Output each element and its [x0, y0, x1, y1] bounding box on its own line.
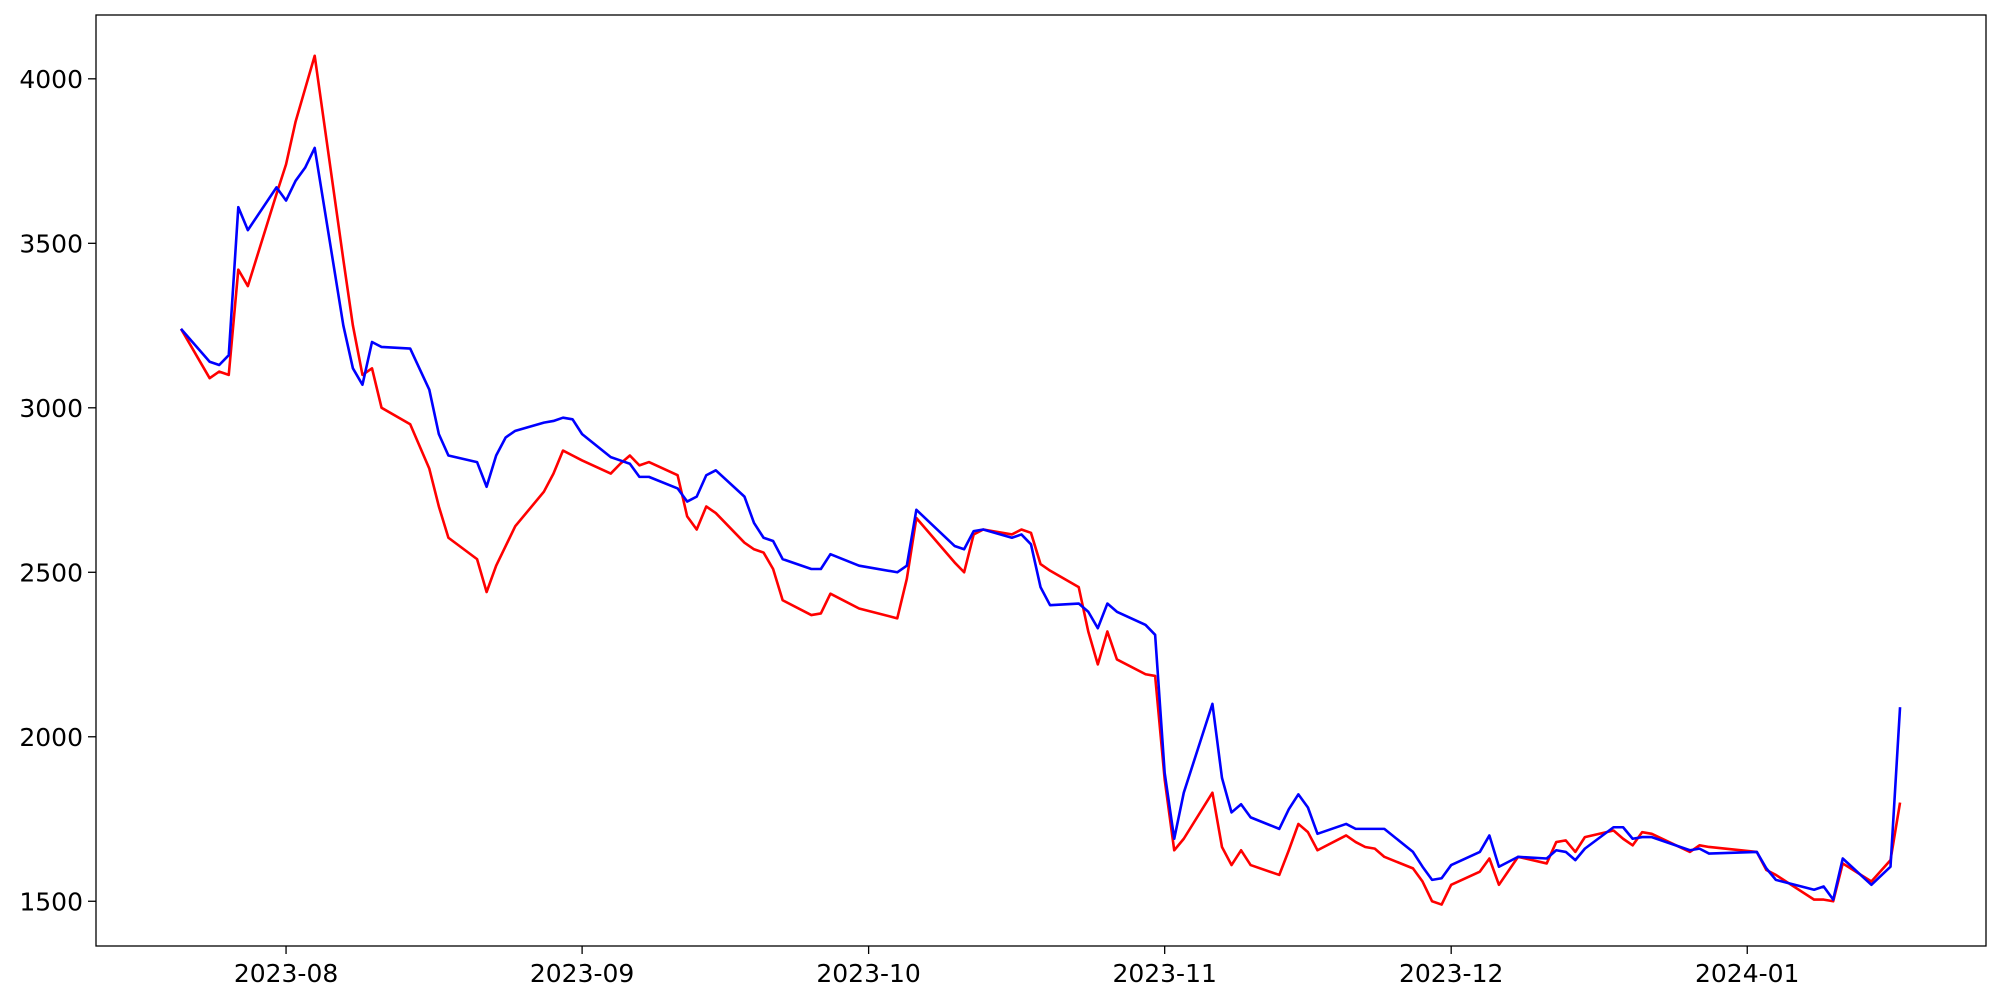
x-tick-label: 2023-11	[1112, 959, 1216, 988]
x-tick-label: 2023-10	[816, 959, 920, 988]
y-tick-label: 3000	[19, 394, 83, 423]
y-tick-label: 3500	[19, 229, 83, 258]
data-line	[180, 146, 1902, 901]
x-tick-label: 2023-09	[530, 959, 634, 988]
y-tick-label: 4000	[19, 65, 83, 94]
y-tick-label: 1500	[19, 887, 83, 916]
x-tick-label: 2024-01	[1695, 959, 1799, 988]
x-tick-label: 2023-12	[1399, 959, 1503, 988]
x-tick-label: 2023-08	[234, 959, 338, 988]
y-tick-label: 2500	[19, 558, 83, 587]
data-line	[179, 54, 1902, 906]
plot-frame	[95, 14, 1987, 947]
y-tick-label: 2000	[19, 723, 83, 752]
